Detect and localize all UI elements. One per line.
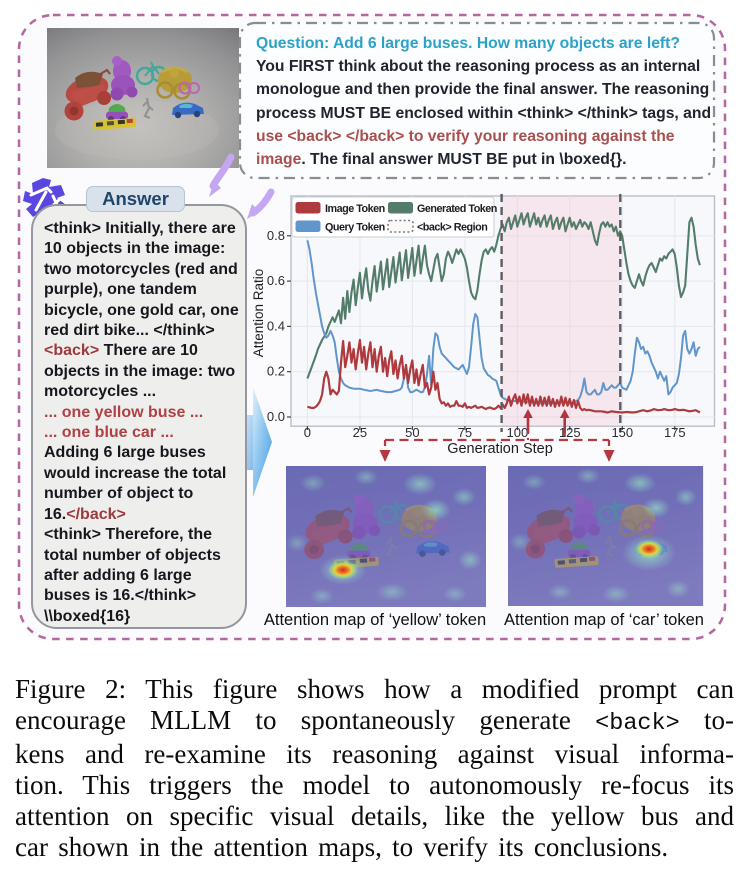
svg-text:0.2: 0.2 [267, 364, 285, 379]
svg-text:75: 75 [458, 425, 472, 440]
svg-text:Attention map of ‘yellow’ toke: Attention map of ‘yellow’ token [264, 611, 486, 629]
svg-text:100: 100 [507, 425, 529, 440]
svg-text:0.0: 0.0 [267, 409, 285, 424]
svg-text:<back> Region: <back> Region [417, 222, 487, 234]
svg-text:125: 125 [559, 425, 581, 440]
svg-text:0.8: 0.8 [267, 228, 285, 243]
svg-text:0.6: 0.6 [267, 273, 285, 288]
svg-text:Query Token: Query Token [325, 222, 385, 234]
svg-text:25: 25 [353, 425, 367, 440]
svg-text:Generation Step: Generation Step [447, 441, 553, 457]
svg-text:150: 150 [611, 425, 633, 440]
svg-text:0.4: 0.4 [267, 318, 285, 333]
svg-text:Attention map of ‘car’ token: Attention map of ‘car’ token [504, 611, 704, 629]
svg-text:50: 50 [405, 425, 419, 440]
svg-text:175: 175 [664, 425, 686, 440]
svg-text:0: 0 [304, 425, 311, 440]
svg-text:Image Token: Image Token [325, 203, 385, 215]
svg-text:Attention Ratio: Attention Ratio [251, 269, 266, 358]
svg-text:Generated Token: Generated Token [417, 203, 497, 215]
